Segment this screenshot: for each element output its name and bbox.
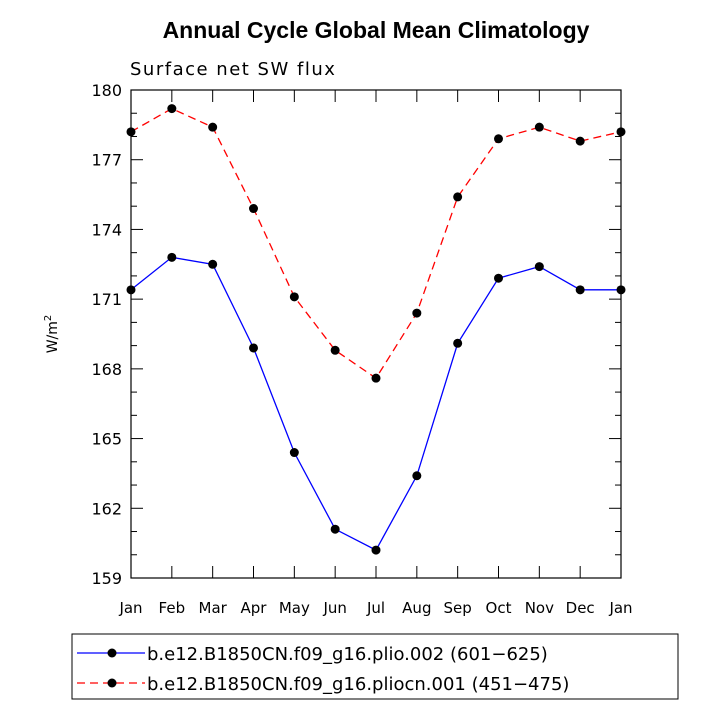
data-point-2	[575, 136, 585, 146]
legend-label-2: b.e12.B1850CN.f09_g16.pliocn.001 (451−47…	[147, 674, 569, 695]
x-tick-label: Jan	[118, 599, 142, 617]
data-point-1	[616, 285, 626, 295]
series-line-1	[130, 256, 621, 551]
chart-title: Annual Cycle Global Mean Climatology	[163, 17, 590, 43]
series-line-2	[130, 107, 622, 380]
x-tick-label: Oct	[486, 599, 512, 617]
data-point-1	[167, 252, 177, 262]
data-point-1	[289, 448, 299, 458]
data-point-2	[412, 308, 422, 318]
data-point-1	[575, 285, 585, 295]
plot-frame	[130, 89, 622, 579]
data-point-1	[453, 338, 463, 348]
legend-entry-1: b.e12.B1850CN.f09_g16.plio.002 (601−625)	[77, 644, 548, 665]
data-point-1	[534, 262, 544, 272]
chart-subtitle: Surface net SW flux	[130, 59, 336, 80]
y-tick-label: 177	[91, 151, 122, 170]
y-tick-label: 165	[91, 430, 122, 449]
y-tick-label: 171	[91, 290, 122, 309]
data-point-2	[249, 204, 258, 214]
data-point-2	[330, 345, 340, 355]
data-point-1	[126, 285, 136, 295]
x-tick-label: Nov	[525, 599, 554, 617]
data-point-1	[330, 524, 340, 534]
data-point-2	[371, 373, 381, 383]
y-axis-label: W/m2	[43, 315, 61, 354]
data-point-1	[494, 273, 503, 283]
data-point-2	[494, 134, 503, 144]
x-tick-label: Sep	[444, 599, 472, 617]
y-axis-label-superscript: 2	[43, 315, 54, 321]
data-point-2	[616, 127, 626, 137]
x-tick-label: Apr	[241, 599, 268, 617]
x-tick-label: May	[279, 599, 310, 617]
x-tick-label: Jul	[366, 599, 385, 617]
y-tick-label: 162	[91, 499, 122, 518]
data-point-2	[289, 292, 299, 302]
x-tick-label: Feb	[159, 599, 186, 617]
data-point-2	[167, 104, 177, 114]
legend-label-1: b.e12.B1850CN.f09_g16.plio.002 (601−625)	[147, 644, 548, 665]
x-tick-label: Aug	[402, 599, 431, 617]
series-layer	[126, 104, 626, 555]
data-point-2	[453, 192, 463, 202]
y-tick-label: 174	[91, 220, 122, 239]
data-point-1	[208, 259, 218, 269]
axes: 159 162 165 168 171 174 177 180 Jan Feb Mar Apr May J…	[91, 81, 632, 617]
x-tick-label: Mar	[199, 599, 228, 617]
x-tick-label: Dec	[566, 599, 595, 617]
y-tick-label: 180	[91, 81, 122, 100]
y-tick-label: 159	[91, 569, 122, 588]
y-axis-label-text: W/m	[45, 321, 61, 353]
data-point-1	[412, 471, 422, 481]
data-point-2	[208, 122, 218, 132]
y-tick-label: 168	[91, 360, 122, 379]
data-point-1	[249, 343, 258, 353]
data-point-2	[534, 122, 544, 132]
legend-entry-2: b.e12.B1850CN.f09_g16.pliocn.001 (451−47…	[77, 674, 569, 695]
legend-box	[71, 633, 679, 700]
data-point-2	[126, 127, 136, 137]
legend-marker-2	[107, 678, 117, 688]
x-tick-label: Jun	[322, 599, 346, 617]
data-point-1	[371, 545, 381, 555]
legend-marker-1	[107, 648, 117, 658]
x-tick-label: Jan	[608, 599, 632, 617]
